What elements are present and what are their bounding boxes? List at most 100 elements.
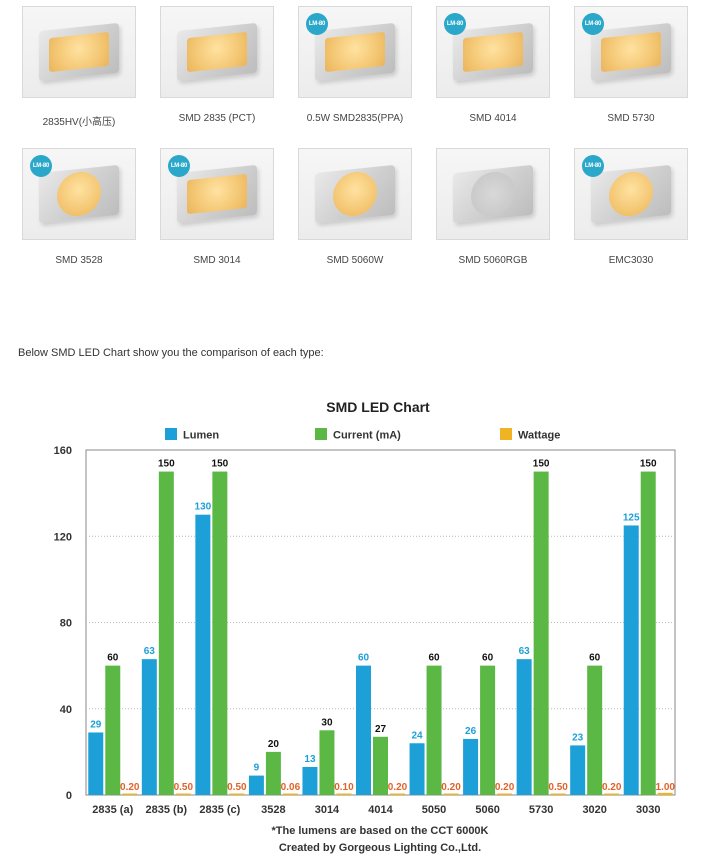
chart-note-lumens: *The lumens are based on the CCT 6000K [271, 825, 488, 837]
bar-current-ma [319, 730, 335, 795]
data-label: 26 [465, 726, 477, 737]
data-label: 0.50 [548, 782, 568, 793]
y-tick-label: 0 [66, 790, 72, 802]
x-tick-label: 5050 [422, 804, 446, 816]
data-label: 0.20 [388, 782, 408, 793]
bar-wattage [443, 793, 459, 795]
led-emitter [463, 31, 523, 73]
data-label: 24 [411, 730, 423, 741]
bar-current-ma [480, 665, 496, 795]
lm80-badge-icon: LM-80 [444, 13, 466, 35]
y-tick-label: 40 [60, 704, 72, 716]
data-label: 0.20 [441, 782, 461, 793]
x-tick-label: 2835 (b) [146, 804, 188, 816]
led-emitter [333, 169, 377, 219]
data-label: 63 [144, 646, 156, 657]
bar-lumen [356, 665, 371, 795]
y-tick-label: 80 [60, 618, 72, 630]
x-tick-label: 3014 [315, 804, 340, 816]
product-caption: SMD 3014 [193, 255, 241, 266]
led-package-body [591, 22, 671, 82]
bar-wattage [122, 793, 138, 795]
led-emitter [57, 169, 101, 219]
data-label: 0.06 [281, 782, 301, 793]
x-tick-label: 2835 (a) [92, 804, 133, 816]
product-card: LM-80 0.5W SMD2835(PPA) [298, 6, 412, 128]
data-label: 23 [572, 732, 584, 743]
product-caption: 0.5W SMD2835(PPA) [306, 113, 404, 124]
product-caption: SMD 3528 [55, 255, 103, 266]
legend-label: Current (mA) [333, 430, 401, 442]
led-package-body [591, 164, 671, 224]
y-tick-label: 160 [54, 445, 72, 457]
bar-current-ma [533, 471, 549, 795]
product-caption: SMD 5060W [326, 255, 384, 266]
led-package-image: LM-80 [298, 6, 412, 98]
led-package-image: LM-80 [574, 6, 688, 98]
bar-lumen [195, 514, 211, 795]
product-caption: SMD 4014 [469, 113, 517, 124]
legend-label: Lumen [183, 430, 219, 442]
led-package-image [160, 6, 274, 98]
product-caption: SMD 5730 [607, 113, 655, 124]
legend-swatch [165, 428, 177, 440]
bar-lumen [409, 743, 425, 795]
data-label: 150 [533, 459, 550, 470]
bar-current-ma [587, 665, 603, 795]
bar-wattage [175, 793, 191, 795]
led-package-image [22, 6, 136, 98]
data-label: 0.20 [602, 782, 622, 793]
led-package-image [436, 148, 550, 240]
bar-current-ma [373, 736, 388, 795]
led-package-image: LM-80 [436, 6, 550, 98]
data-label: 63 [519, 646, 531, 657]
product-card: SMD 5060W [298, 148, 412, 266]
led-emitter [609, 169, 653, 219]
bar-lumen [302, 766, 318, 795]
led-emitter [601, 31, 661, 73]
bar-wattage [550, 793, 566, 795]
data-label: 30 [321, 717, 333, 728]
chart-legend: Lumen Current (mA) Wattage [165, 428, 560, 442]
bar-lumen [463, 738, 479, 795]
data-label: 150 [158, 459, 175, 470]
data-label: 0.20 [120, 782, 140, 793]
x-tick-label: 3528 [261, 804, 285, 816]
led-package-image: LM-80 [574, 148, 688, 240]
x-tick-label: 3030 [636, 804, 660, 816]
product-card: LM-80 SMD 3528 [22, 148, 136, 266]
data-label: 125 [623, 512, 640, 523]
data-label: 0.50 [174, 782, 194, 793]
led-package-image [298, 148, 412, 240]
led-emitter [187, 173, 247, 215]
product-caption: EMC3030 [608, 255, 654, 266]
product-grid: 2835HV(小高压) SMD 2835 (PCT) LM-80 0.5W SMD28… [22, 6, 712, 286]
data-label: 150 [640, 459, 657, 470]
led-emitter [187, 31, 247, 73]
lm80-badge-icon: LM-80 [168, 155, 190, 177]
bar-current-ma [265, 751, 281, 795]
bar-current-ma [158, 471, 174, 795]
led-package-body [39, 164, 119, 224]
chart-note-credit: Created by Gorgeous Lighting Co.,Ltd. [279, 842, 481, 854]
product-row: LM-80 SMD 3528 LM-80 SMD 3014 SMD 5060W SMD 5… [22, 148, 712, 266]
plot-area: 0 40 80 120 160 29 60 0.20 2835 (a) 63 150 0.50 2835… [54, 445, 676, 816]
led-package-body [315, 164, 395, 224]
bar-lumen [141, 659, 157, 795]
data-label: 60 [107, 653, 119, 664]
led-package-image: LM-80 [160, 148, 274, 240]
bar-lumen [516, 659, 532, 795]
bar-wattage [604, 793, 620, 795]
data-label: 0.20 [495, 782, 515, 793]
data-label: 13 [304, 754, 316, 765]
led-package-body [39, 22, 119, 82]
bar-lumen [623, 525, 639, 795]
lm80-badge-icon: LM-80 [30, 155, 52, 177]
product-card: LM-80 SMD 5730 [574, 6, 688, 128]
led-package-body [315, 22, 395, 82]
product-caption: SMD 2835 (PCT) [178, 113, 256, 124]
y-tick-label: 120 [54, 531, 72, 543]
bar-lumen [88, 732, 104, 795]
bar-current-ma [105, 665, 121, 795]
bar-wattage [229, 793, 245, 795]
